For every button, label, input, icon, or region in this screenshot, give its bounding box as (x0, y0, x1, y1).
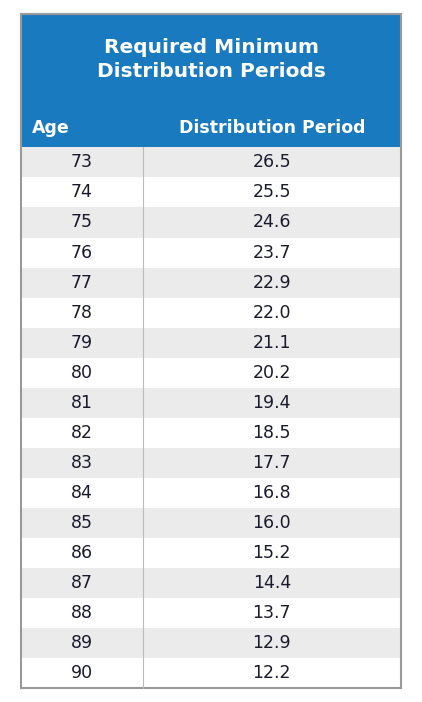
Bar (21, 538, 401, 568)
Text: 87: 87 (71, 574, 93, 592)
Text: 23.7: 23.7 (252, 244, 291, 262)
Bar (21, 448, 401, 478)
Text: 73: 73 (71, 154, 93, 171)
Text: 80: 80 (71, 364, 93, 382)
Bar (21, 388, 401, 418)
Text: 20.2: 20.2 (252, 364, 291, 382)
Bar (21, 267, 401, 298)
Text: 81: 81 (71, 394, 93, 411)
Text: 24.6: 24.6 (252, 213, 291, 232)
Text: 79: 79 (71, 333, 93, 352)
Text: 12.9: 12.9 (252, 634, 291, 652)
Bar (21, 478, 401, 508)
Text: 16.0: 16.0 (252, 514, 291, 532)
Text: 86: 86 (71, 544, 93, 562)
Text: 84: 84 (71, 484, 93, 502)
Text: Required Minimum
Distribution Periods: Required Minimum Distribution Periods (97, 38, 325, 81)
Text: 82: 82 (71, 424, 93, 442)
Text: 19.4: 19.4 (252, 394, 291, 411)
Text: 22.0: 22.0 (252, 303, 291, 322)
Bar (21, 418, 401, 448)
Bar (21, 508, 401, 538)
Text: 26.5: 26.5 (252, 154, 291, 171)
Text: Age: Age (32, 119, 69, 137)
Text: 89: 89 (71, 634, 93, 652)
Text: 16.8: 16.8 (252, 484, 291, 502)
Bar (21, 357, 401, 388)
Text: 85: 85 (71, 514, 93, 532)
Text: 17.7: 17.7 (252, 453, 291, 472)
Text: 25.5: 25.5 (252, 183, 291, 201)
Text: 21.1: 21.1 (252, 333, 291, 352)
Bar (21, 628, 401, 658)
Text: 76: 76 (71, 244, 93, 262)
Bar (21, 328, 401, 357)
Bar (21, 109, 401, 147)
Text: 22.9: 22.9 (252, 274, 291, 291)
Bar (21, 147, 401, 178)
Bar (21, 658, 401, 688)
Bar (21, 598, 401, 628)
Text: 15.2: 15.2 (252, 544, 291, 562)
Text: 83: 83 (71, 453, 93, 472)
Text: 74: 74 (71, 183, 93, 201)
Text: 88: 88 (71, 604, 93, 622)
Text: 14.4: 14.4 (253, 574, 291, 592)
Bar (21, 178, 401, 208)
Text: 78: 78 (71, 303, 93, 322)
Bar (21, 14, 401, 109)
Text: 12.2: 12.2 (252, 664, 291, 682)
Text: Distribution Period: Distribution Period (179, 119, 365, 137)
Text: 75: 75 (71, 213, 93, 232)
Bar (21, 568, 401, 598)
Text: 77: 77 (71, 274, 93, 291)
Bar (21, 14, 401, 688)
Bar (21, 298, 401, 328)
Text: 90: 90 (71, 664, 93, 682)
Bar (21, 208, 401, 237)
Text: 18.5: 18.5 (252, 424, 291, 442)
Text: 13.7: 13.7 (252, 604, 291, 622)
Bar (21, 237, 401, 267)
